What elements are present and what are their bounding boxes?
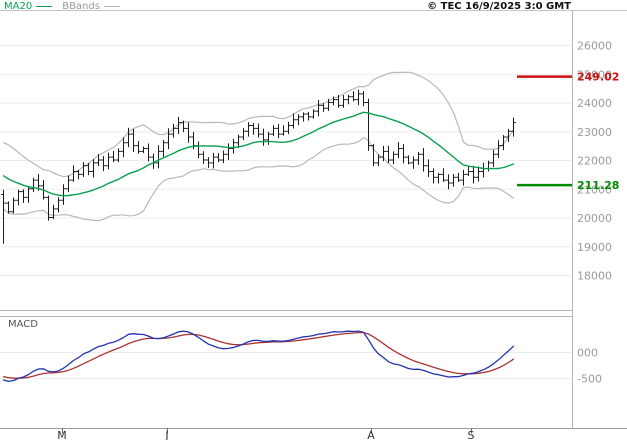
month-label: J xyxy=(164,429,168,440)
price-tick-label: 18000 xyxy=(577,270,612,283)
legend-bbands-label: BBands xyxy=(62,1,100,12)
ma20-line-swatch xyxy=(36,6,53,7)
copyright-text: © TEC 16/9/2025 3:0 GMT xyxy=(427,1,571,12)
price-tick-label: 23000 xyxy=(577,126,612,139)
resistance-level-label: 249.02 xyxy=(577,71,619,84)
price-tick-label: 22000 xyxy=(577,155,612,168)
legend: MA20 BBands xyxy=(4,1,126,12)
ma20-line xyxy=(2,111,515,197)
month-label: A xyxy=(367,429,375,440)
macd-tick-label: 000 xyxy=(577,347,598,360)
month-label: S xyxy=(468,429,475,440)
month-label: M xyxy=(57,429,67,440)
ohlc-bars xyxy=(1,89,516,244)
macd-signal-line xyxy=(2,331,515,379)
price-tick-label: 19000 xyxy=(577,241,612,254)
price-tick-label: 20000 xyxy=(577,212,612,225)
support-level-label: 211.28 xyxy=(577,179,619,192)
bband-lower-line xyxy=(2,137,515,222)
macd-panel-label: MACD xyxy=(8,319,38,330)
macd-line xyxy=(2,330,515,383)
price-tick-label: 21000 xyxy=(577,183,612,196)
bbands-line-swatch xyxy=(103,6,120,7)
legend-ma20-label: MA20 xyxy=(4,1,33,12)
price-tick-label: 25000 xyxy=(577,68,612,81)
macd-tick-label: -500 xyxy=(577,373,602,386)
price-tick-label: 24000 xyxy=(577,97,612,110)
price-tick-label: 26000 xyxy=(577,40,612,53)
